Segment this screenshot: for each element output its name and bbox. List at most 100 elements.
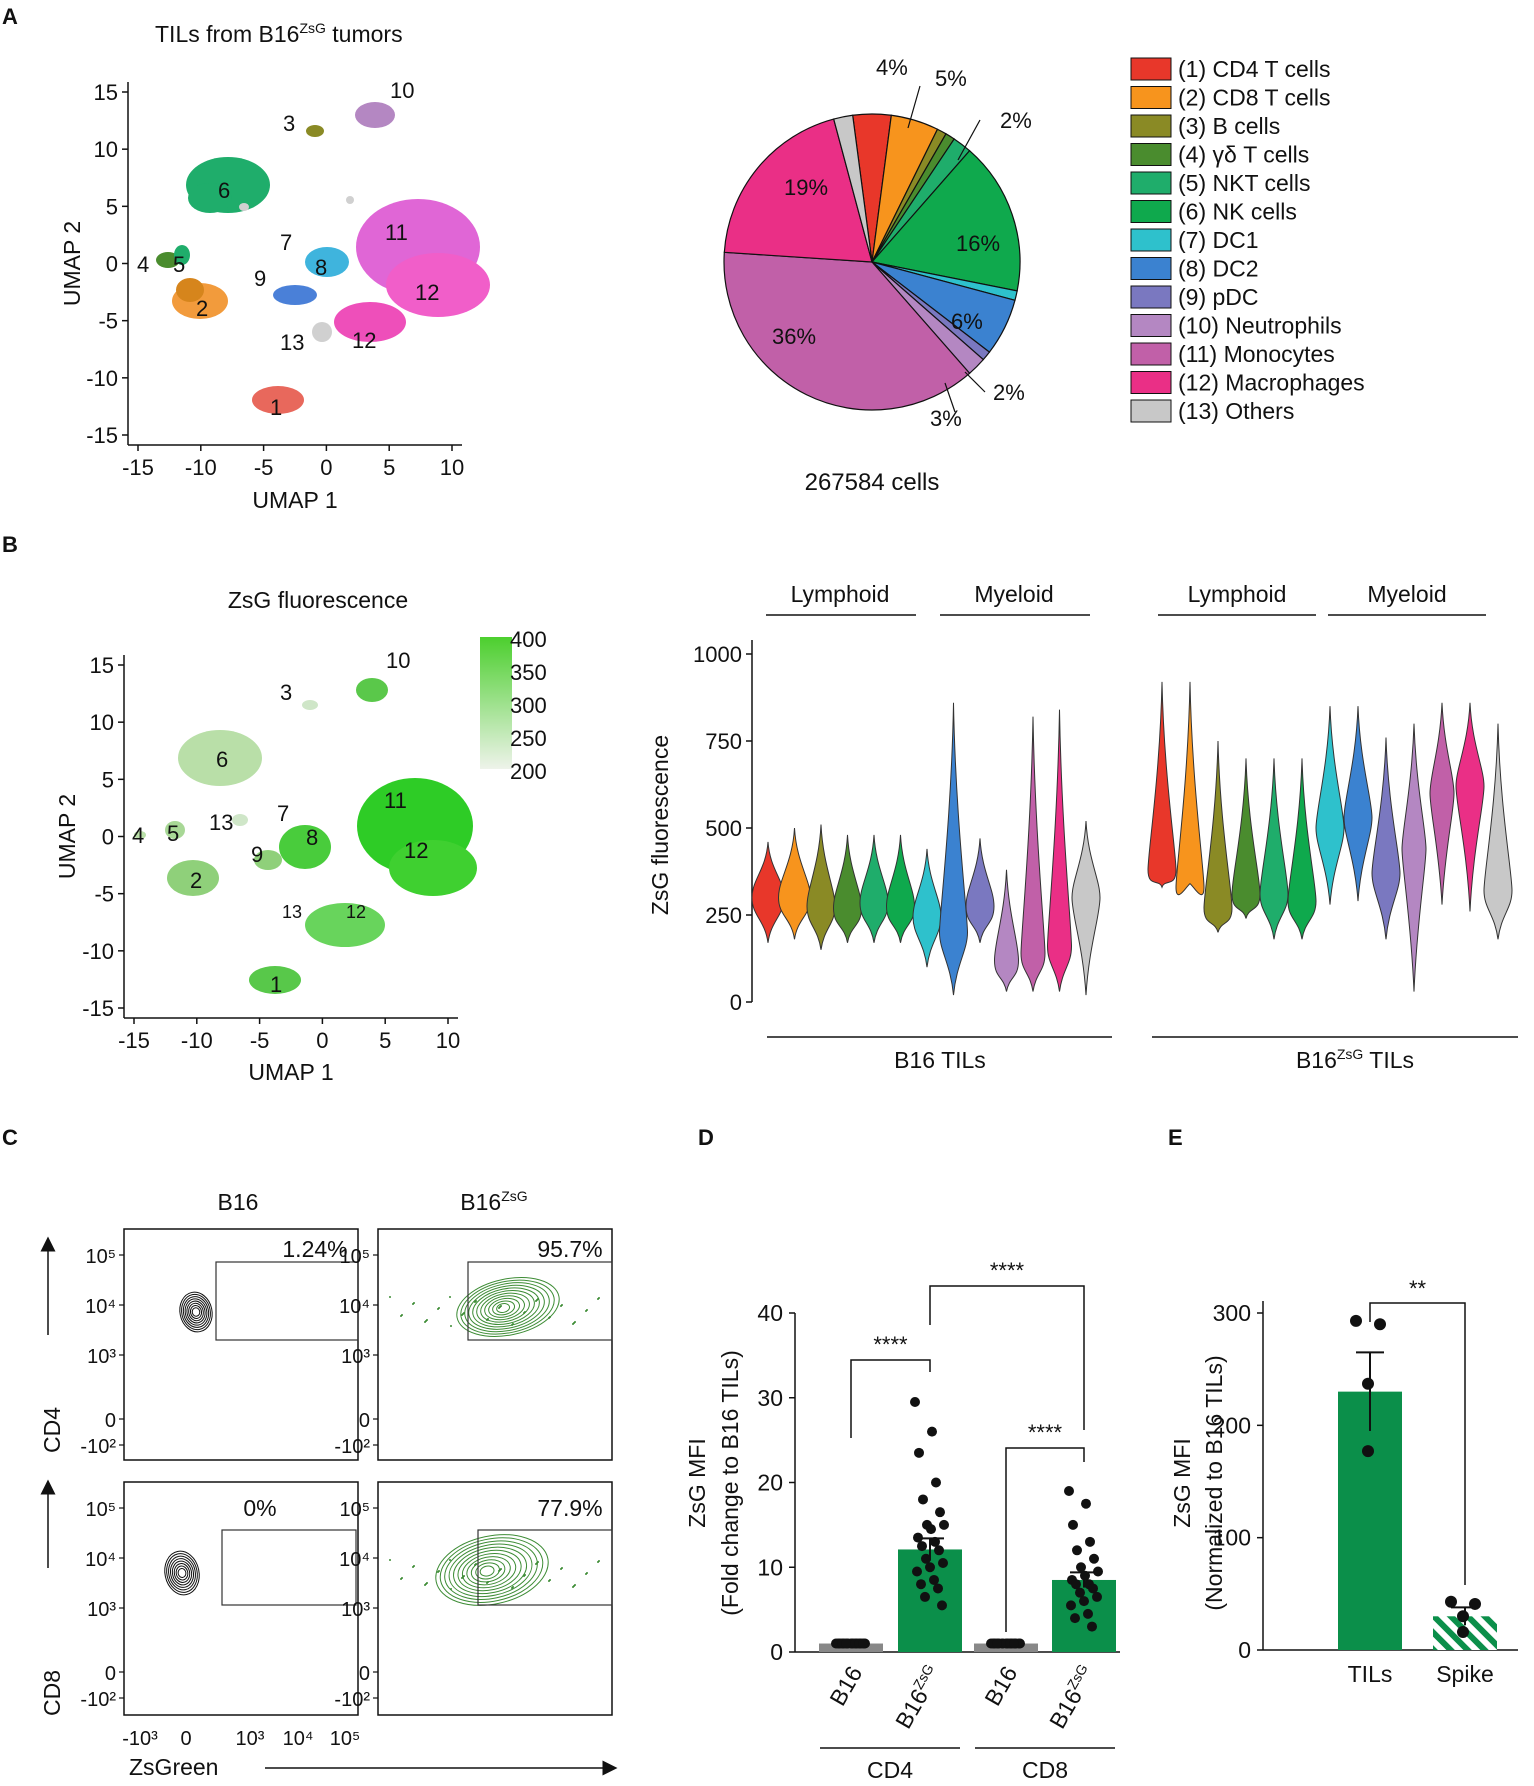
y-tick-label: 10⁵: [85, 1499, 116, 1521]
x-tick-label: B16ZsG: [1043, 1661, 1100, 1733]
x-tick-label: -5: [254, 455, 274, 480]
y-tick-label: 250: [705, 903, 742, 928]
violin: [1455, 702, 1485, 912]
flow-dot: [450, 1588, 452, 1590]
data-point: [927, 1426, 937, 1437]
flow-gate: [467, 1261, 613, 1341]
data-point: [1009, 1638, 1019, 1649]
cluster-label: 5: [173, 252, 185, 277]
b16-tils-label: B16 TILs: [894, 1047, 986, 1073]
sig-bracket: [929, 1285, 1085, 1430]
cluster-label: 12: [352, 328, 376, 353]
legend-label: (6) NK cells: [1178, 199, 1297, 225]
data-point: [1362, 1377, 1374, 1390]
data-point: [1068, 1519, 1078, 1530]
y-tick-label: 10⁴: [339, 1296, 370, 1318]
group-label-myeloid: Myeloid: [974, 581, 1053, 607]
group-label-myeloid: Myeloid: [1367, 581, 1446, 607]
flow-dot: [548, 1317, 550, 1319]
data-point: [910, 1396, 920, 1407]
violin: [859, 834, 889, 943]
flow-dot: [572, 1323, 574, 1325]
flow-dot: [424, 1584, 426, 1586]
flow-plot-frame: [123, 1481, 359, 1716]
violin: [1231, 758, 1261, 919]
violin: [1071, 821, 1101, 996]
colorbar-tick: 250: [510, 726, 547, 751]
data-point: [920, 1591, 930, 1602]
panel-label-d: D: [698, 1125, 714, 1150]
data-point: [1070, 1613, 1080, 1624]
flow-contour: [173, 1563, 191, 1583]
y-tick-label: 10⁴: [339, 1549, 370, 1571]
legend-swatch: [1130, 399, 1172, 423]
y-tick-label: 200: [1213, 1412, 1251, 1438]
sig-label: ****: [990, 1258, 1025, 1283]
flow-contour: [164, 1550, 200, 1596]
flow-plot-frame: [123, 1228, 359, 1461]
flow-dot: [486, 1582, 488, 1584]
panel-e-bar-chart: 0 100 200 300 ZsG MFI (Normalized to B16 TILs…: [1169, 1276, 1518, 1687]
flow-gate: [477, 1529, 613, 1606]
cluster-label: 13: [282, 902, 302, 922]
gate-percent: 95.7%: [537, 1236, 602, 1262]
panel-label-a: A: [2, 4, 18, 29]
data-point: [1092, 1591, 1102, 1602]
flow-dot: [535, 1300, 537, 1302]
umap-b-clusters: [134, 678, 477, 994]
flow-x-label: ZsGreen: [129, 1754, 218, 1780]
y-tick-label: 0: [106, 252, 118, 277]
y-tick-label: 0: [730, 990, 742, 1015]
cluster-label: 1: [270, 972, 282, 997]
y-tick-label: 10: [90, 710, 114, 735]
y-tick-label: -15: [82, 996, 114, 1021]
legend-label: (11) Monocytes: [1178, 341, 1335, 367]
flow-contour: [179, 1291, 213, 1333]
x-tick-label: -10: [181, 1028, 213, 1053]
legend-swatch: [1130, 171, 1172, 195]
flow-dot: [560, 1305, 562, 1307]
data-point: [925, 1562, 935, 1573]
flow-dot: [585, 1573, 587, 1575]
y-tick-label: 10³: [341, 1346, 370, 1368]
flow-dot: [437, 1571, 439, 1573]
y-tick-label: 30: [757, 1385, 783, 1411]
y-tick-label: 10: [757, 1554, 783, 1580]
sig-bracket: [1369, 1302, 1466, 1585]
cluster-label: 8: [306, 825, 318, 850]
y-tick-label: 15: [90, 653, 114, 678]
flow-dot: [585, 1310, 587, 1312]
b16zsg-tils-label: B16ZsG TILs: [1296, 1046, 1414, 1073]
legend-label: (2) CD8 T cells: [1178, 85, 1331, 111]
flow-contour: [475, 1562, 500, 1580]
cluster-label: 9: [251, 842, 263, 867]
gate-percent: 77.9%: [537, 1495, 602, 1521]
flow-contour: [181, 1293, 211, 1331]
sig-label: ****: [1028, 1420, 1063, 1445]
violin: [1203, 740, 1233, 933]
violin: [1287, 758, 1317, 940]
y-axis-label: UMAP 2: [59, 221, 85, 306]
sig-bracket: [850, 1359, 931, 1438]
y-tick-label: 0: [359, 1663, 370, 1685]
x-tick-label: 10: [436, 1028, 460, 1053]
flow-dot: [572, 1586, 574, 1588]
x-tick-label: 10: [440, 455, 464, 480]
x-tick-label: 10³: [236, 1728, 265, 1750]
violin: [885, 834, 916, 943]
y-tick-label: -10²: [80, 1436, 116, 1458]
cluster-label: 2: [190, 868, 202, 893]
pie-slice: [723, 251, 971, 411]
sig-label: **: [1409, 1276, 1427, 1301]
flow-contour: [468, 1284, 545, 1330]
flow-contour: [171, 1560, 193, 1586]
flow-dot: [535, 1563, 537, 1565]
violin: [832, 834, 863, 943]
flow-contour: [439, 1537, 544, 1603]
data-point: [933, 1583, 943, 1594]
data-point: [1374, 1318, 1386, 1331]
y-tick-label: 100: [1213, 1525, 1251, 1551]
data-point: [1087, 1621, 1097, 1632]
flow-dot: [511, 1587, 513, 1589]
